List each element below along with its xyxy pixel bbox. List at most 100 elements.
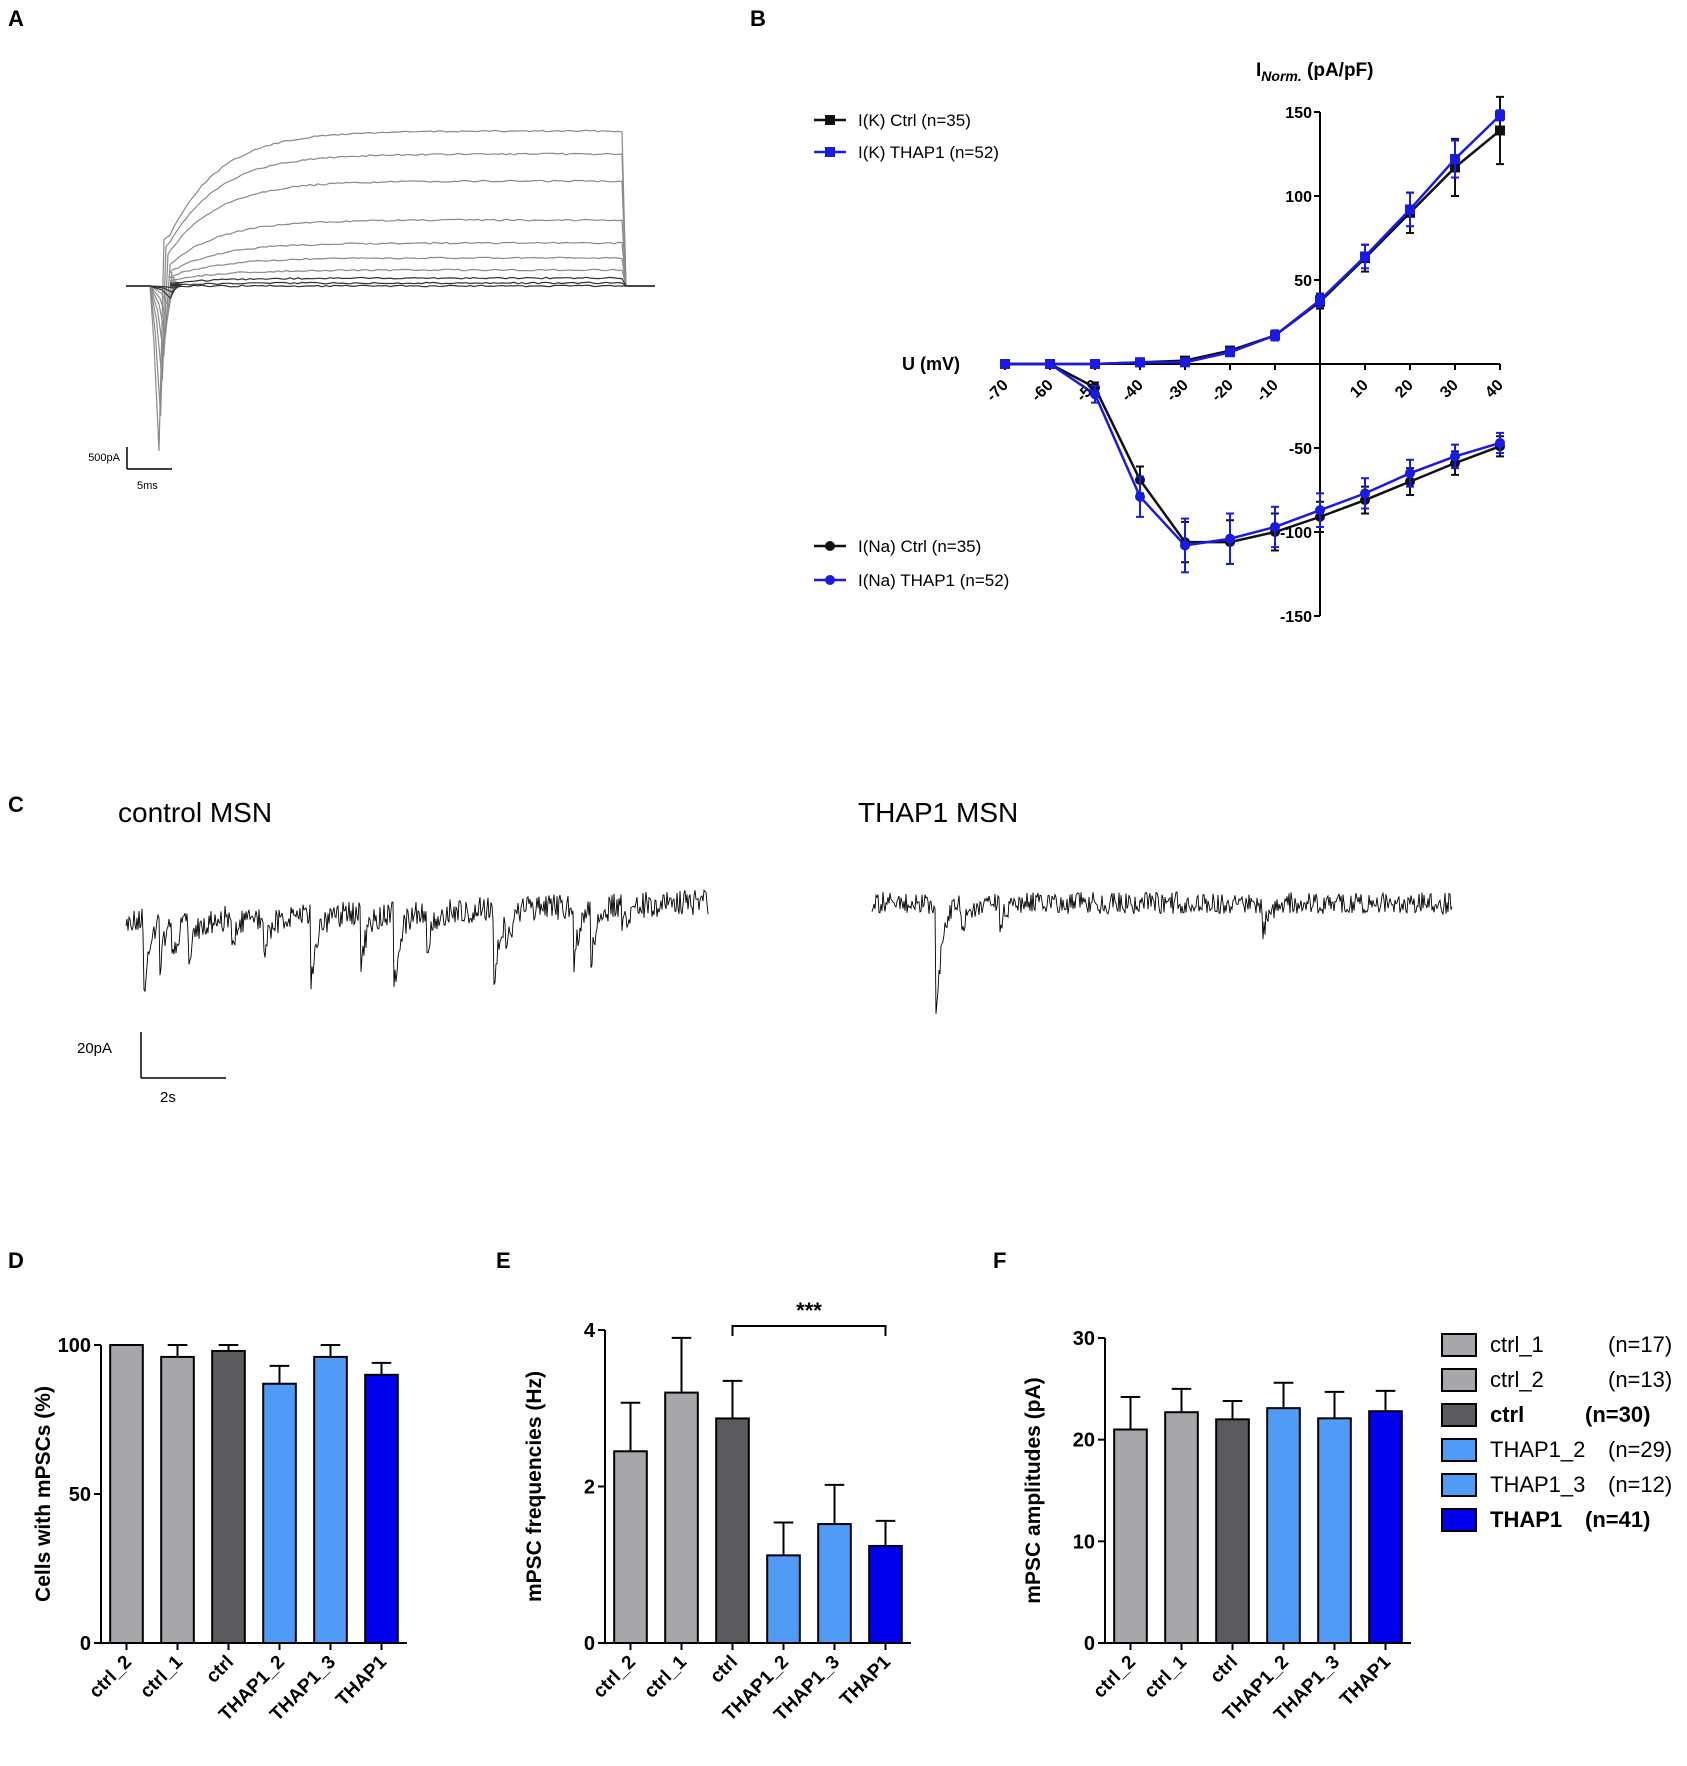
legend-label: THAP1_3: [1490, 1472, 1585, 1497]
current-trace: [126, 218, 655, 357]
legend-count: (n=29): [1608, 1437, 1672, 1462]
y-tick-label: 100: [1285, 189, 1312, 206]
y-tick-label: 2: [584, 1477, 595, 1499]
legend-b: I(K) Ctrl (n=35) I(K) THAP1 (n=52) I(Na) C…: [814, 111, 1009, 590]
y-tick-label: 100: [58, 1335, 91, 1357]
legend-marker: [825, 575, 835, 585]
trace-title-control: control MSN: [118, 797, 272, 828]
x-tick-label: ctrl_1: [1140, 1651, 1191, 1702]
trace-line: [871, 891, 1453, 1014]
legend-swatch: [1441, 1368, 1477, 1392]
bar: [1164, 1411, 1199, 1645]
y-tick-label: 50: [69, 1484, 91, 1506]
data-point: [1270, 330, 1280, 341]
x-tick-label: ctrl_1: [136, 1651, 187, 1702]
data-point: [1405, 468, 1415, 479]
mpsc-trace-control: [125, 889, 709, 993]
mpsc-trace-thap1: [871, 891, 1453, 1014]
legend-label: ctrl_1: [1490, 1332, 1544, 1357]
panel-label-e: E: [496, 1248, 511, 1273]
series-line: [1005, 129, 1501, 366]
y-tick-label: 50: [1294, 273, 1312, 290]
scale-time-a: 5ms: [137, 480, 158, 492]
x-tick-label: ctrl: [202, 1652, 238, 1688]
x-tick-label: ctrl_2: [1089, 1652, 1140, 1703]
y-tick-label: -50: [1289, 441, 1312, 458]
x-tick-label: THAP1: [1336, 1651, 1395, 1710]
bar: [664, 1391, 699, 1644]
legend-swatch: [1441, 1508, 1477, 1532]
x-tick-label: THAP1: [332, 1651, 391, 1710]
bar: [715, 1417, 750, 1644]
x-tick-label: 30: [1437, 377, 1462, 402]
bar: [313, 1355, 348, 1645]
bar: [160, 1355, 195, 1645]
current-traces-a: [126, 129, 655, 452]
data-point: [1225, 533, 1235, 544]
trace-title-thap1: THAP1 MSN: [858, 797, 1018, 828]
legend-label: ctrl: [1490, 1402, 1524, 1427]
panel-label-a: A: [8, 6, 24, 31]
ylabel-b: INorm. (pA/pF): [1256, 60, 1374, 84]
x-tick-label: 40: [1482, 377, 1507, 402]
data-point: [1180, 357, 1190, 368]
data-point: [1270, 521, 1280, 532]
legend-count: (n=17): [1608, 1332, 1672, 1357]
x-tick-label: ctrl_2: [85, 1652, 136, 1703]
legend-f: ctrl_1 (n=17)ctrl_2 (n=13)ctrl (n=30)THAP1_…: [1441, 1332, 1672, 1532]
data-point: [1135, 491, 1145, 502]
data-point: [1090, 359, 1100, 369]
significance-label: ***: [796, 1298, 822, 1323]
legend-label: I(K) THAP1 (n=52): [858, 143, 999, 162]
scale-bar-c: 20pA 2s: [77, 1032, 226, 1106]
panel-label-b: B: [750, 6, 766, 31]
y-tick-label: 0: [1084, 1633, 1095, 1655]
bar: [1215, 1418, 1250, 1645]
legend-label: I(Na) THAP1 (n=52): [858, 571, 1009, 590]
x-tick-label: 20: [1392, 377, 1417, 402]
bar-chart-d: 0 50 100 Cells with mPSCs (%) ctrl_2 ctrl_1 ct…: [32, 1335, 407, 1726]
panel-label-d: D: [8, 1248, 24, 1273]
y-tick-label: 20: [1073, 1430, 1095, 1452]
trace-line: [125, 889, 709, 993]
legend-swatch: [1441, 1438, 1477, 1462]
legend-count: (n=13): [1608, 1367, 1672, 1392]
current-trace: [126, 256, 655, 322]
y-tick-label: 0: [80, 1633, 91, 1655]
data-point: [1495, 110, 1505, 121]
x-tick-label: -40: [1118, 377, 1146, 405]
legend-swatch: [1441, 1473, 1477, 1497]
bar-chart-e: 0 2 4 mPSC frequencies (Hz) ctrl_2 ctrl_1 ctrl…: [523, 1298, 911, 1726]
panel-label-c: C: [8, 792, 24, 817]
data-point: [1225, 347, 1235, 358]
data-point: [1000, 359, 1010, 369]
x-tick-label: -10: [1253, 377, 1281, 405]
y-axis-label: mPSC amplitudes (pA): [1022, 1377, 1045, 1603]
y-tick-label: 0: [584, 1633, 595, 1655]
bar: [1266, 1407, 1301, 1645]
bar-chart-f: 0 10 20 30 mPSC amplitudes (pA) ctrl_2 ctrl_1 c…: [1022, 1328, 1411, 1726]
current-trace: [126, 281, 655, 293]
data-point: [1495, 437, 1505, 448]
bar: [817, 1523, 852, 1645]
x-tick-label: -70: [983, 377, 1011, 405]
x-tick-label: -20: [1208, 377, 1236, 405]
panel-label-f: F: [993, 1248, 1006, 1273]
scale-current-c: 20pA: [77, 1040, 112, 1057]
data-point: [1315, 295, 1325, 306]
x-tick-label: THAP1: [836, 1651, 895, 1710]
bar: [766, 1554, 801, 1644]
x-tick-label: 10: [1347, 377, 1372, 402]
y-tick-label: 4: [584, 1320, 596, 1342]
scale-current-a: 500pA: [88, 452, 120, 464]
data-point: [1360, 488, 1370, 499]
x-tick-label: -60: [1028, 377, 1056, 405]
x-tick-label: ctrl: [706, 1652, 742, 1688]
significance-bracket: [731, 1325, 887, 1336]
xlabel-b: U (mV): [902, 354, 960, 374]
bar: [364, 1373, 399, 1645]
x-tick-label: -30: [1163, 377, 1191, 405]
legend-label: I(K) Ctrl (n=35): [858, 111, 971, 130]
series-line: [1005, 114, 1501, 366]
bar: [1317, 1417, 1352, 1644]
